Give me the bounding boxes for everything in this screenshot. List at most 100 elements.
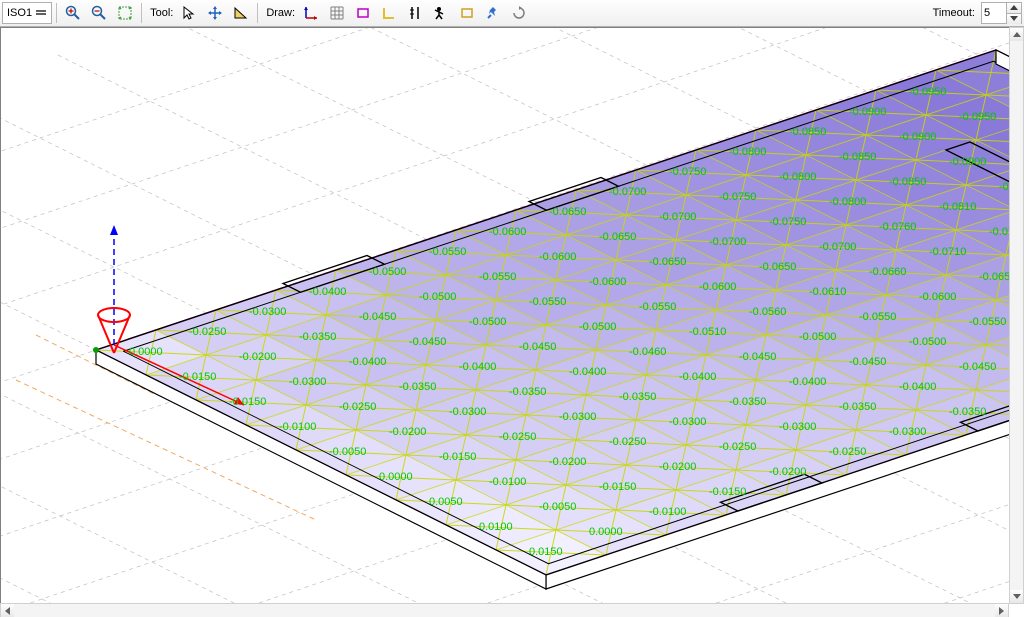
grid-value: -0.0550 xyxy=(859,311,896,323)
grid-value: -0.0200 xyxy=(239,351,276,363)
vertical-scrollbar[interactable] xyxy=(1009,27,1024,604)
grid-value: 0.0000 xyxy=(129,346,163,358)
separator xyxy=(257,3,258,23)
draw-section-label: Draw: xyxy=(262,7,297,19)
grid-value: -0.0760 xyxy=(879,221,916,233)
grid-value: -0.0750 xyxy=(669,166,706,178)
grid-value: -0.0200 xyxy=(659,461,696,473)
draw-ruler-button[interactable] xyxy=(403,2,427,24)
grid-value: -0.0250 xyxy=(609,436,646,448)
grid-value: -0.0550 xyxy=(479,271,516,283)
grid-value: -0.0500 xyxy=(419,291,456,303)
grid-value: -0.0150 xyxy=(229,396,266,408)
grid-value: -0.0250 xyxy=(719,441,756,453)
grid-value: -0.0450 xyxy=(359,311,396,323)
grid-value: -0.0810 xyxy=(939,201,976,213)
spinner-down-button[interactable] xyxy=(1007,14,1021,24)
grid-value: 0.0000 xyxy=(589,526,623,538)
grid-value: -0.0050 xyxy=(329,446,366,458)
draw-rect-button[interactable] xyxy=(351,2,375,24)
timeout-label: Timeout: xyxy=(929,7,977,19)
grid-value: -0.0300 xyxy=(449,406,486,418)
separator xyxy=(141,3,142,23)
grid-value: -0.0150 xyxy=(709,486,746,498)
view-label: ISO1 xyxy=(7,7,32,19)
grid-value: -0.0250 xyxy=(189,326,226,338)
grid-value: -0.0700 xyxy=(819,241,856,253)
scroll-right-icon[interactable] xyxy=(995,604,1008,617)
grid-value: -0.0750 xyxy=(719,191,756,203)
grid-value: -0.0250 xyxy=(499,431,536,443)
grid-value: -0.0650 xyxy=(649,256,686,268)
grid-value: -0.0850 xyxy=(789,126,826,138)
grid-value: -0.0800 xyxy=(829,196,866,208)
grid-value: -0.0460 xyxy=(629,346,666,358)
scroll-track[interactable] xyxy=(1010,41,1023,590)
grid-value: -0.0650 xyxy=(549,206,586,218)
zoom-out-button[interactable] xyxy=(87,2,111,24)
grid-value: -0.0950 xyxy=(909,86,946,98)
3d-viewport[interactable]: 0.0000 -0.0250 -0.0300 -0.0400 -0.0500 -0.055… xyxy=(0,27,1010,604)
draw-box-button[interactable] xyxy=(455,2,479,24)
zoom-in-button[interactable] xyxy=(61,2,85,24)
grid-value: -0.0450 xyxy=(519,341,556,353)
grid-value: -0.0710 xyxy=(929,246,966,258)
grid-value: -0.0400 xyxy=(899,381,936,393)
grid-value: -0.0300 xyxy=(289,376,326,388)
grid-value: -0.0200 xyxy=(769,466,806,478)
grid-value: -0.0610 xyxy=(809,286,846,298)
grid-value: -0.0650 xyxy=(759,261,796,273)
move-tool-button[interactable] xyxy=(203,2,227,24)
main-toolbar: ISO1 Tool: Draw: xyxy=(0,0,1024,27)
scroll-left-icon[interactable] xyxy=(1,604,14,617)
grid-value: -0.0250 xyxy=(339,401,376,413)
scroll-up-icon[interactable] xyxy=(1010,28,1023,41)
timeout-spinner[interactable] xyxy=(981,2,1022,24)
axes-toggle-button[interactable] xyxy=(299,2,323,24)
grid-value: -0.0850 xyxy=(839,151,876,163)
grid-value: -0.0600 xyxy=(699,281,736,293)
grid-value: -0.0750 xyxy=(769,216,806,228)
grid-value: -0.0600 xyxy=(489,226,526,238)
grid-value: -0.0600 xyxy=(589,276,626,288)
grid-value: -0.0550 xyxy=(529,296,566,308)
tool-section-label: Tool: xyxy=(146,7,175,19)
refresh-button[interactable] xyxy=(507,2,531,24)
horizontal-scrollbar[interactable] xyxy=(0,603,1009,617)
grid-value: -0.0400 xyxy=(789,376,826,388)
grid-value: -0.0500 xyxy=(799,331,836,343)
grid-value: -0.0500 xyxy=(369,266,406,278)
grid-value: -0.0600 xyxy=(919,291,956,303)
grid-value: -0.0850 xyxy=(889,176,926,188)
draw-corner-button[interactable] xyxy=(377,2,401,24)
grid-value: -0.0500 xyxy=(469,316,506,328)
grid-value: -0.0600 xyxy=(539,251,576,263)
simulate-button[interactable] xyxy=(429,2,453,24)
grid-value: -0.0400 xyxy=(679,371,716,383)
scroll-down-icon[interactable] xyxy=(1010,590,1023,603)
grid-value: -0.0660 xyxy=(869,266,906,278)
grid-value: -0.0100 xyxy=(649,506,686,518)
scroll-track[interactable] xyxy=(14,604,995,617)
grid-value: -0.0150 xyxy=(179,371,216,383)
grid-value: -0.0550 xyxy=(639,301,676,313)
grid-value: -0.0650 xyxy=(599,231,636,243)
chevron-down-icon xyxy=(34,6,48,20)
grid-value: -0.0300 xyxy=(559,411,596,423)
cursor-tool-button[interactable] xyxy=(177,2,201,24)
grid-toggle-button[interactable] xyxy=(325,2,349,24)
pin-button[interactable] xyxy=(481,2,505,24)
grid-value: -0.0400 xyxy=(569,366,606,378)
grid-value: -0.0250 xyxy=(829,446,866,458)
zoom-fit-button[interactable] xyxy=(113,2,137,24)
timeout-input[interactable] xyxy=(982,4,1006,22)
grid-value: -0.0050 xyxy=(539,501,576,513)
grid-value: -0.0400 xyxy=(309,286,346,298)
grid-value: -0.0700 xyxy=(709,236,746,248)
angle-tool-button[interactable] xyxy=(229,2,253,24)
view-select[interactable]: ISO1 xyxy=(2,2,52,24)
grid-value: -0.0900 xyxy=(949,156,986,168)
viewport-area: 0.0000 -0.0250 -0.0300 -0.0400 -0.0500 -0.055… xyxy=(0,27,1024,617)
grid-value: -0.0500 xyxy=(909,336,946,348)
spinner-up-button[interactable] xyxy=(1007,3,1021,14)
